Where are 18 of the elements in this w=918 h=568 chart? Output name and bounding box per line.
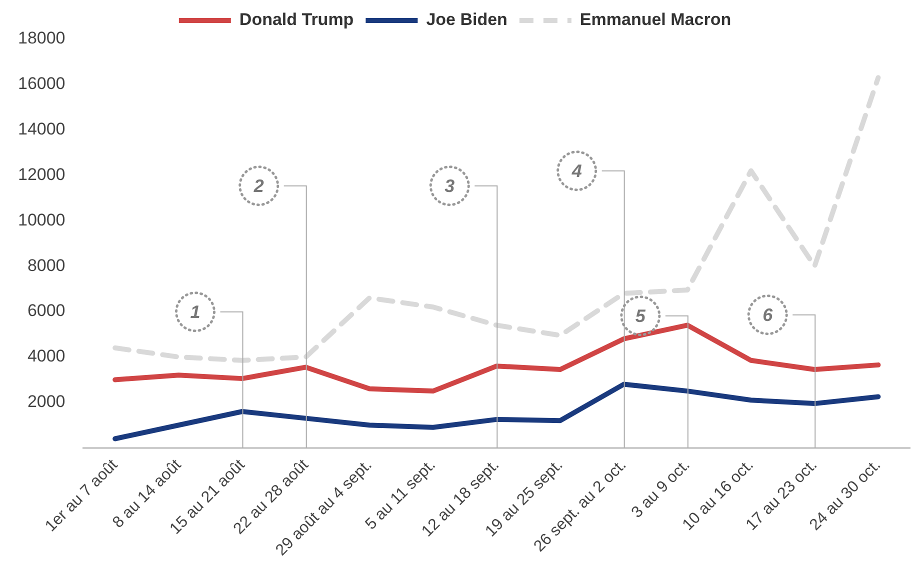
ref-line-label: 6 <box>762 304 774 325</box>
ref-line-label: 4 <box>570 160 582 181</box>
y-tick-label: 18000 <box>18 28 66 48</box>
ref-line-label: 5 <box>635 306 646 326</box>
legend-label: Emmanuel Macron <box>580 10 732 30</box>
ref-line-label: 1 <box>190 302 200 322</box>
y-tick-label: 12000 <box>18 164 66 184</box>
y-tick-label: 10000 <box>18 210 66 230</box>
ref-line-label: 2 <box>252 176 264 196</box>
ref-line-label: 3 <box>444 176 455 196</box>
y-tick-label: 16000 <box>18 74 66 94</box>
y-tick-label: 14000 <box>18 120 66 139</box>
y-tick-label: 2000 <box>27 392 66 412</box>
legend-label: Donald Trump <box>239 10 354 30</box>
legend-label: Joe Biden <box>426 10 508 30</box>
y-tick-label: 4000 <box>27 346 66 366</box>
y-tick-label: 8000 <box>27 256 66 275</box>
y-tick-label: 6000 <box>27 301 66 320</box>
